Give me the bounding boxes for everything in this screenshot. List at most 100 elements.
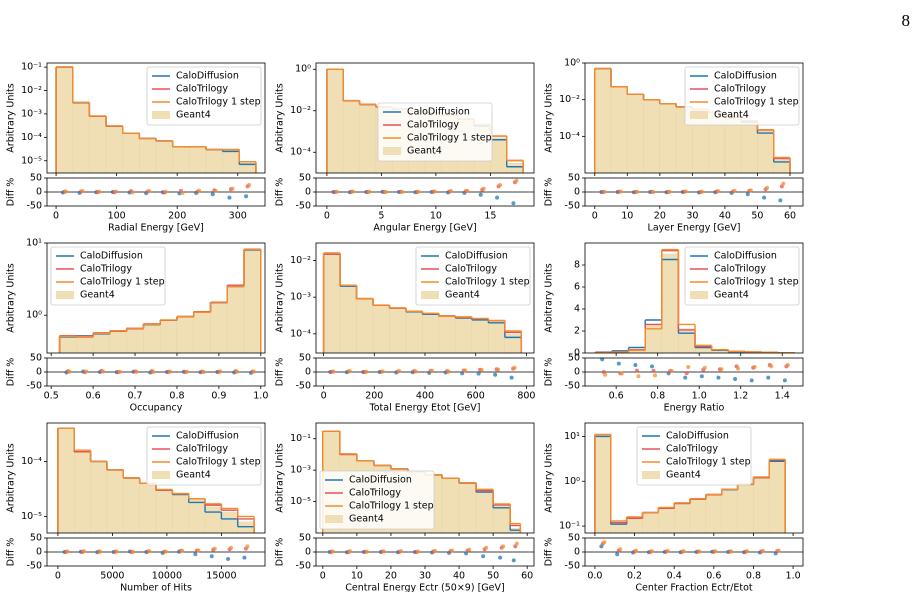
diff-y-axis-label: Diff % — [544, 358, 555, 387]
diff-y-tick-label: -50 — [26, 561, 42, 572]
diff-point — [226, 557, 231, 561]
legend-swatch — [421, 291, 439, 299]
histogram-bar — [372, 305, 390, 353]
diff-point — [347, 369, 352, 374]
diff-point — [665, 548, 670, 553]
legend-swatch — [383, 147, 401, 155]
diff-point — [416, 189, 421, 194]
diff-point — [180, 548, 185, 553]
diff-point — [80, 189, 85, 194]
x-tick-label: 10 — [621, 211, 633, 222]
x-tick-label: 0.8 — [650, 391, 665, 402]
y-tick-label: 10⁻³ — [21, 108, 42, 119]
histogram-bar — [326, 69, 344, 173]
diff-point — [334, 189, 339, 194]
histogram-bar — [204, 506, 222, 533]
histogram-bar — [594, 436, 611, 533]
diff-y-tick-label: -50 — [295, 201, 311, 212]
legend-box — [146, 66, 262, 126]
diff-y-tick-label: 0 — [305, 367, 311, 378]
x-tick-label: 0.0 — [587, 571, 602, 582]
legend-swatch — [152, 111, 170, 119]
histogram-bar — [123, 477, 140, 533]
axes-frame — [46, 177, 266, 207]
x-tick-label: 0.7 — [127, 391, 142, 402]
legend-label: CaloTrilogy 1 step — [176, 457, 261, 468]
diff-plot — [585, 358, 803, 383]
diff-point — [65, 549, 70, 554]
diff-plot — [585, 540, 803, 557]
diff-point — [636, 374, 641, 379]
y-tick-label: 10⁻³ — [290, 292, 311, 303]
diff-y-tick-label: 0 — [305, 187, 311, 198]
histogram-bar — [59, 336, 77, 353]
diff-point — [600, 358, 605, 362]
diff-y-tick-label: -50 — [564, 561, 580, 572]
axes-frame — [46, 537, 266, 567]
diff-point — [633, 363, 638, 367]
legend-label: CaloTrilogy 1 step — [714, 277, 799, 288]
axes-frame — [584, 242, 804, 354]
legend-label: CaloDiffusion — [407, 107, 470, 118]
x-tick-label: 30 — [686, 211, 698, 222]
x-tick-label: 10 — [351, 571, 363, 582]
diff-point — [511, 558, 516, 563]
y-tick-label: 10⁻¹ — [559, 521, 580, 532]
histogram-bar — [626, 518, 643, 533]
diff-point — [697, 549, 702, 554]
histogram-bar — [488, 321, 505, 353]
y-axis-label: Arbitrary Units — [544, 83, 555, 152]
legend-label: CaloDiffusion — [445, 251, 508, 262]
x-tick-label: 0.8 — [169, 391, 184, 402]
y-tick-label: 10⁻⁴ — [21, 456, 42, 467]
histogram-bar — [55, 66, 73, 173]
x-axis-label: Central Energy Ectr (50×9) [GeV] — [345, 583, 504, 592]
diff-point — [218, 369, 223, 374]
legend-box — [684, 66, 800, 126]
axes-frame — [315, 177, 535, 207]
diff-y-axis-label: Diff % — [6, 538, 17, 567]
diff-point — [450, 548, 455, 553]
diff-point — [769, 364, 774, 369]
diff-y-axis-label: Diff % — [6, 358, 17, 387]
panel: 10⁻⁴ 10⁻³ 10⁻² -50 0 50 0 200 400 600 800 Total Ene… — [275, 242, 535, 414]
diff-point — [481, 186, 486, 191]
diff-y-tick-label: 50 — [568, 353, 580, 364]
diff-y-tick-label: 50 — [30, 533, 42, 544]
diff-point — [478, 192, 483, 197]
legend-label: Geant4 — [714, 290, 749, 301]
diff-point — [736, 366, 741, 371]
diff-point — [227, 195, 232, 200]
x-tick-label: 20 — [654, 211, 666, 222]
legend-label: CaloTrilogy 1 step — [80, 277, 165, 288]
diff-point — [180, 190, 185, 195]
y-tick-label: 10⁻² — [290, 255, 311, 266]
y-axis-label: Arbitrary Units — [275, 263, 286, 332]
panel: 10⁻¹ 10⁰ 10¹ -50 0 50 0.0 0.2 0.4 0.6 0.8 1.0 Center… — [544, 422, 804, 592]
legend-label: CaloTrilogy — [349, 488, 401, 499]
diff-y-tick-label: 50 — [299, 353, 311, 364]
diff-point — [130, 190, 135, 195]
diff-point — [331, 369, 336, 374]
diff-plot — [47, 183, 265, 200]
diff-point — [749, 378, 754, 383]
histogram-bar — [674, 503, 691, 533]
axes-frame — [584, 357, 804, 387]
diff-point — [430, 369, 435, 374]
diff-y-tick-label: -50 — [564, 201, 580, 212]
diff-point — [514, 541, 519, 546]
diff-point — [603, 372, 608, 377]
y-axis-label: Arbitrary Units — [275, 443, 286, 512]
diff-point — [700, 189, 705, 194]
histogram-bar — [642, 512, 659, 533]
diff-point — [210, 192, 215, 197]
legend-swatch — [56, 291, 74, 299]
diff-point — [97, 189, 102, 194]
diff-point — [245, 544, 250, 549]
diff-point — [634, 548, 639, 553]
diff-point — [618, 547, 623, 552]
x-tick-label: 0.2 — [627, 571, 642, 582]
diff-point — [197, 188, 202, 193]
diff-y-axis-label: Diff % — [275, 538, 286, 567]
diff-plot — [585, 181, 803, 203]
